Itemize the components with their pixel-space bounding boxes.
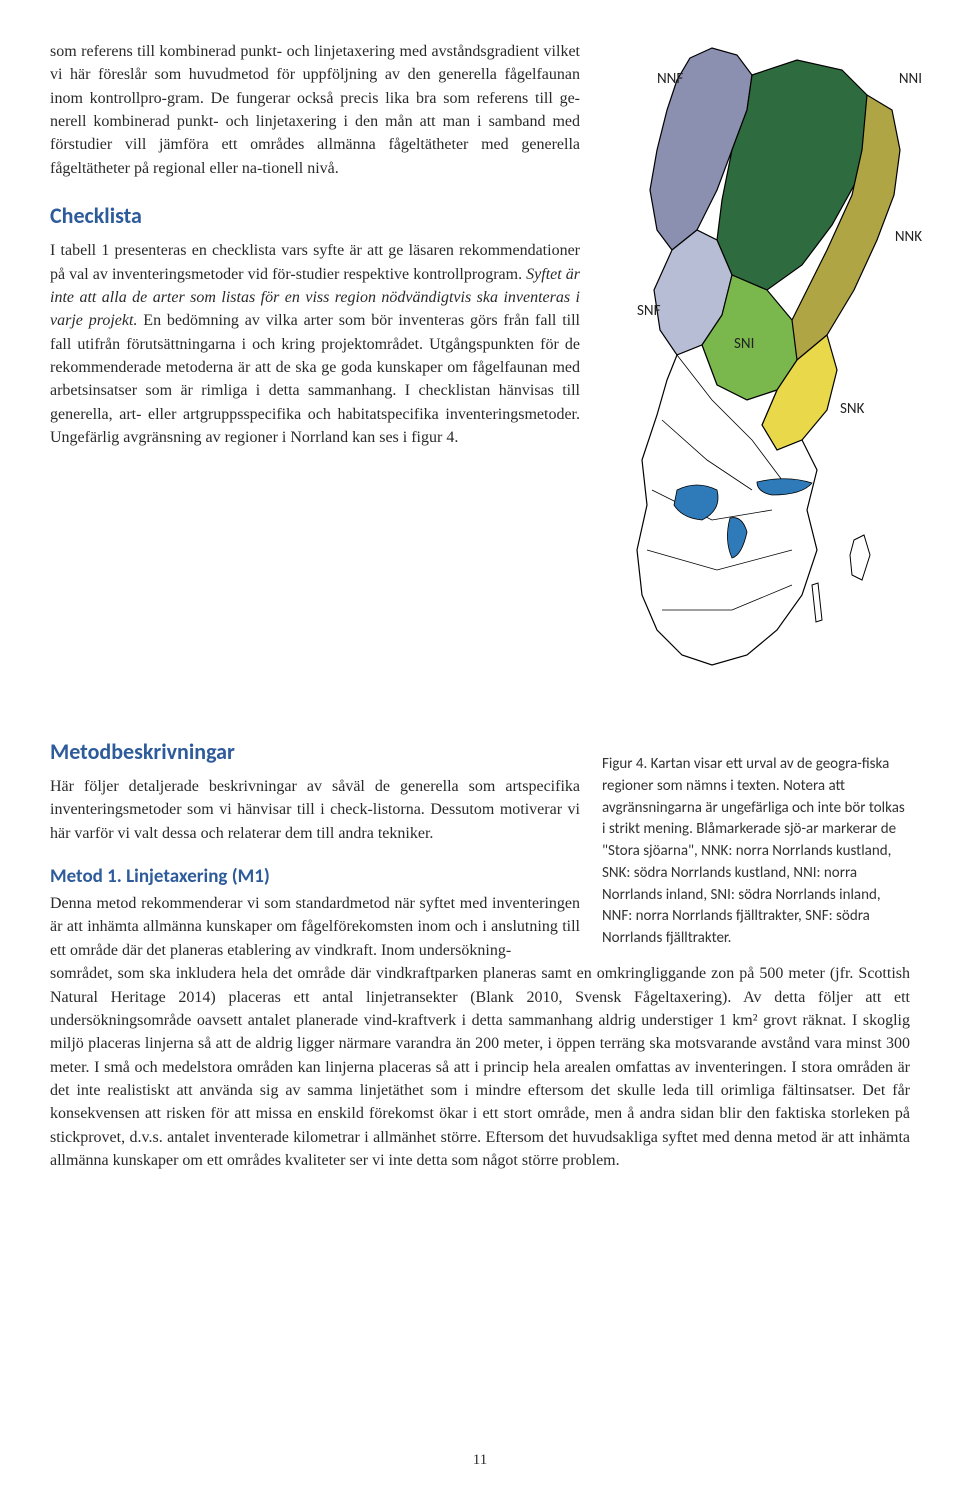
sweden-map: NNF NNI NNK SNF SNI SNK — [602, 40, 922, 690]
island-oland — [812, 583, 822, 622]
map-label-snk: SNK — [840, 400, 864, 418]
map-label-snf: SNF — [637, 302, 660, 320]
map-label-nnk: NNK — [895, 228, 922, 246]
map-label-nnf: NNF — [657, 70, 683, 88]
checklist-paragraph: I tabell 1 presenteras en checklista var… — [50, 239, 580, 449]
figure4-caption: Figur 4. Kartan visar ett urval av de ge… — [602, 754, 910, 950]
method1-heading: Metod 1. Linjetaxering (M1) — [50, 865, 580, 888]
page-number: 11 — [0, 1452, 960, 1469]
map-label-sni: SNI — [734, 335, 754, 353]
method1-paragraph-cont: sområdet, som ska inkludera hela det omr… — [50, 962, 910, 1172]
method1-paragraph-start: Denna metod rekommenderar vi som standar… — [50, 892, 580, 962]
intro-paragraph: som referens till kombinerad punkt- och … — [50, 40, 580, 180]
sweden-map-svg — [602, 40, 922, 690]
island-gotland — [850, 535, 870, 580]
metod-heading: Metodbeskrivningar — [50, 738, 580, 765]
metod-intro-paragraph: Här följer detaljerade beskrivningar av … — [50, 775, 580, 845]
checklist-text-c: En bedömning av vilka arter som bör inve… — [50, 312, 580, 446]
checklist-heading: Checklista — [50, 202, 580, 229]
map-label-nni: NNI — [899, 70, 922, 88]
checklist-text-a: I tabell 1 presenteras en checklista var… — [50, 242, 580, 282]
